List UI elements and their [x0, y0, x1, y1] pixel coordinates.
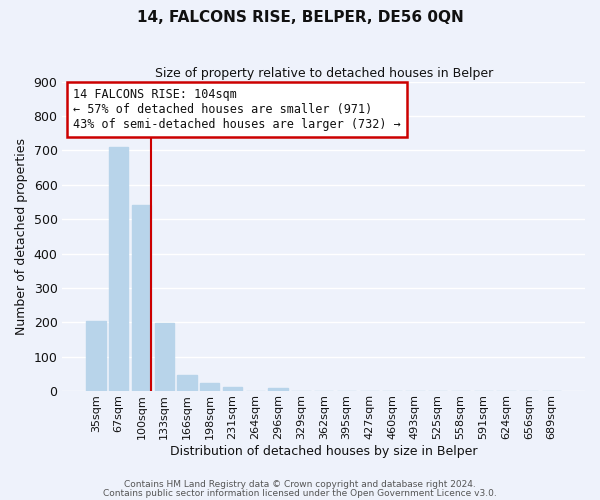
Text: 14, FALCONS RISE, BELPER, DE56 0QN: 14, FALCONS RISE, BELPER, DE56 0QN	[137, 10, 463, 25]
Bar	[155, 324, 174, 391]
Text: Contains public sector information licensed under the Open Government Licence v3: Contains public sector information licen…	[103, 489, 497, 498]
Bar	[86, 320, 106, 391]
Bar	[109, 147, 128, 391]
X-axis label: Distribution of detached houses by size in Belper: Distribution of detached houses by size …	[170, 444, 478, 458]
Bar	[268, 388, 288, 391]
Title: Size of property relative to detached houses in Belper: Size of property relative to detached ho…	[155, 68, 493, 80]
Bar	[223, 386, 242, 391]
Text: 14 FALCONS RISE: 104sqm
← 57% of detached houses are smaller (971)
43% of semi-d: 14 FALCONS RISE: 104sqm ← 57% of detache…	[73, 88, 401, 131]
Bar	[178, 375, 197, 391]
Bar	[132, 206, 151, 391]
Y-axis label: Number of detached properties: Number of detached properties	[15, 138, 28, 335]
Bar	[200, 384, 220, 391]
Text: Contains HM Land Registry data © Crown copyright and database right 2024.: Contains HM Land Registry data © Crown c…	[124, 480, 476, 489]
